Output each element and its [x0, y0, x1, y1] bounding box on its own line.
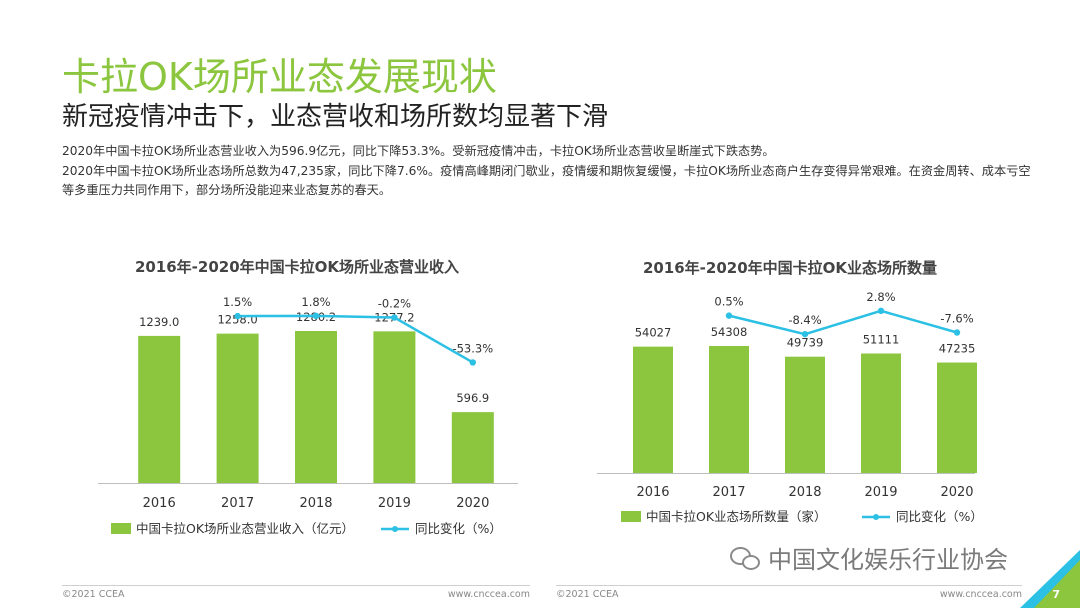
bar	[709, 346, 749, 473]
x-tick-label: 2020	[456, 496, 489, 511]
line-point	[469, 359, 476, 366]
footer-left: ©2021 CCEA www.cnccea.com	[62, 585, 530, 602]
line-point	[391, 314, 398, 321]
bar-value-label: 51111	[863, 332, 900, 346]
legend-line-label: 同比变化（%）	[896, 509, 983, 524]
bar	[861, 353, 901, 473]
bar-value-label: 596.9	[456, 391, 489, 405]
line-value-label: -0.2%	[378, 297, 411, 311]
x-tick-label: 2017	[221, 496, 254, 511]
bar-value-label: 1239.0	[139, 315, 179, 329]
line-value-label: 2.8%	[866, 290, 895, 304]
description-paragraph-revenue: 2020年中国卡拉OK场所业态营业收入为596.9亿元，同比下降53.3%。受新…	[62, 144, 775, 158]
bar	[451, 412, 494, 483]
footer-left-url[interactable]: www.cnccea.com	[447, 589, 530, 600]
x-tick-label: 2016	[143, 496, 176, 511]
line-point	[801, 330, 809, 338]
description-paragraph-venues: 2020年中国卡拉OK场所业态场所总数为47,235家，同比下降7.6%。疫情高…	[62, 163, 1031, 198]
footer-right-url[interactable]: www.cnccea.com	[939, 589, 1022, 600]
watermark: 中国文化娱乐行业协会	[730, 540, 1008, 575]
chart-title: 2016年-2020年中国卡拉OK业态场所数量	[643, 259, 937, 277]
line-value-label: -8.4%	[788, 313, 821, 327]
legend-bar-swatch	[111, 523, 131, 534]
line-series-path	[237, 314, 474, 364]
legend-line-label: 同比变化（%）	[415, 521, 502, 536]
line-value-label: -53.3%	[452, 341, 493, 355]
x-tick-label: 2019	[864, 485, 897, 500]
page-number: 7	[1052, 588, 1060, 601]
footer-left-copyright: ©2021 CCEA	[62, 589, 125, 600]
line-point	[725, 312, 733, 319]
footer-right-copyright: ©2021 CCEA	[556, 589, 619, 600]
line-point	[953, 329, 961, 336]
footer-right: ©2021 CCEA www.cnccea.com	[556, 585, 1022, 602]
wechat-icon	[730, 545, 760, 571]
x-tick-label: 2019	[378, 496, 411, 511]
line-point	[877, 307, 885, 315]
line-value-label: 1.5%	[223, 295, 252, 309]
line-value-label: -7.6%	[940, 312, 973, 326]
line-value-label: 0.5%	[714, 295, 743, 309]
bar	[295, 331, 337, 483]
legend-bar-swatch	[621, 511, 641, 522]
bar	[216, 333, 259, 483]
venue-count-chart: 2016年-2020年中国卡拉OK业态场所数量 54027 54308 49739 51…	[597, 259, 983, 524]
x-tick-label: 2018	[788, 485, 821, 500]
legend-bar-label: 中国卡拉OK场所业态营业收入（亿元）	[136, 521, 354, 536]
bar	[373, 331, 416, 483]
bar	[785, 356, 825, 473]
legend-line-marker	[392, 526, 398, 532]
bar-value-label: 49739	[787, 336, 824, 350]
chart-title: 2016年-2020年中国卡拉OK场所业态营业收入	[135, 258, 459, 276]
description: 2020年中国卡拉OK场所业态营业收入为596.9亿元，同比下降53.3%。受新…	[62, 142, 1032, 201]
corner-decoration	[1020, 550, 1080, 608]
line-value-label: 1.8%	[301, 295, 330, 309]
line-point	[234, 312, 241, 320]
x-tick-label: 2018	[299, 496, 332, 511]
bar	[138, 335, 181, 483]
x-tick-label: 2020	[940, 485, 973, 500]
page-subtitle: 新冠疫情冲击下，业态营收和场所数均显著下滑	[62, 102, 609, 132]
watermark-text: 中国文化娱乐行业协会	[768, 546, 1008, 574]
bar-value-label: 47235	[939, 342, 976, 356]
x-tick-label: 2017	[712, 485, 745, 500]
bar-value-label: 54308	[711, 325, 748, 339]
line-series-path	[728, 309, 958, 336]
line-point	[312, 312, 320, 320]
legend-bar-label: 中国卡拉OK业态场所数量（家）	[646, 509, 827, 524]
revenue-chart: 2016年-2020年中国卡拉OK场所业态营业收入1239.01258.0128…	[98, 258, 518, 536]
legend-line-marker	[873, 514, 879, 520]
x-tick-label: 2016	[636, 485, 669, 500]
bar	[937, 362, 977, 473]
bar-value-label: 54027	[635, 326, 672, 340]
bar	[633, 346, 673, 473]
page-title: 卡拉OK场所业态发展现状	[62, 55, 497, 99]
